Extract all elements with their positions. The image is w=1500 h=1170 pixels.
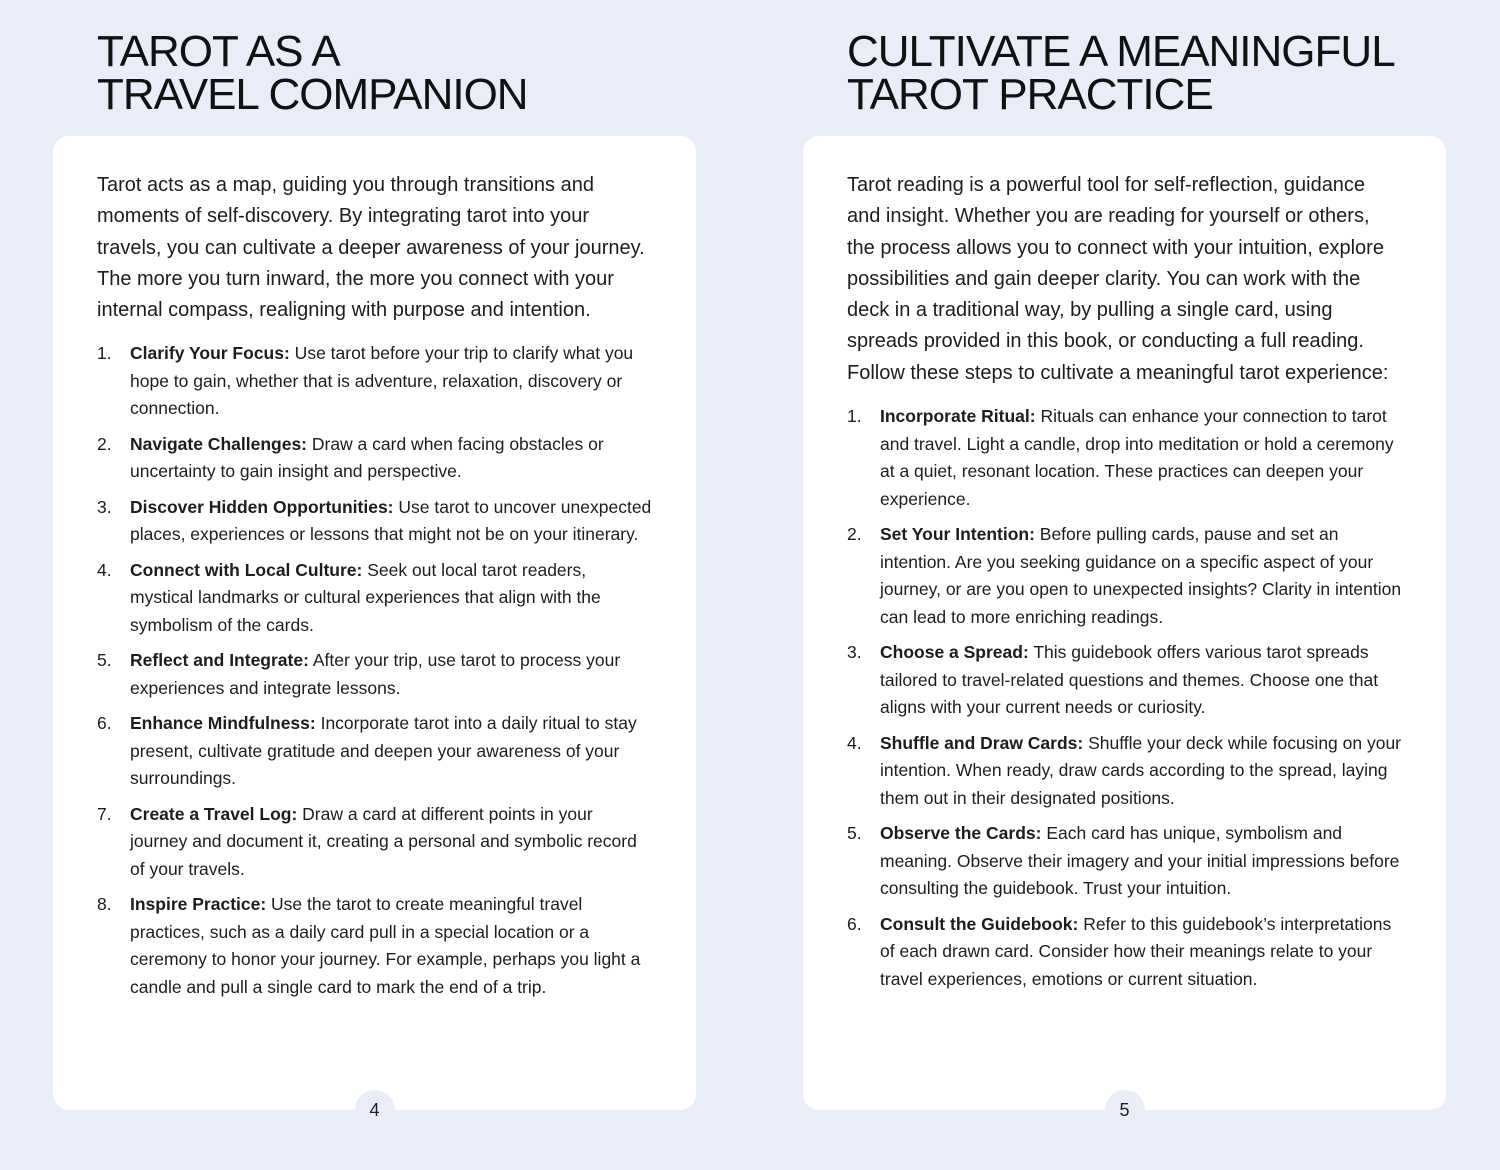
item-text: Before pulling cards, pause and set an i… [880,524,1402,627]
list-item: 3. Choose a Spread: This guidebook offers… [847,639,1402,722]
item-text: Use the tarot to create meaningful trave… [130,894,641,997]
list-item: 4. Shuffle and Draw Cards: Shuffle your d… [847,730,1402,813]
item-text: This guidebook offers various tarot spre… [880,642,1379,718]
item-number: 5. [847,823,862,844]
title-line: TAROT PRACTICE [847,70,1214,119]
item-term: Observe the Cards: [880,823,1042,844]
list-item: 1. Incorporate Ritual: Rituals can enhanc… [847,403,1402,513]
item-text: Use tarot to uncover unexpected places, … [130,496,652,545]
item-body: Set Your Intention: Before pulling cards… [880,521,1402,631]
intro-paragraph: Tarot reading is a powerful tool for sel… [847,174,1389,384]
item-number: 6. [97,713,112,734]
item-number: 8. [97,894,112,915]
item-body: Enhance Mindfulness: Incorporate tarot i… [130,710,652,793]
item-term: Consult the Guidebook: [880,913,1079,934]
left-page-card: Tarot acts as a map, guiding you through… [53,136,696,1130]
list-item: 3. Discover Hidden Opportunities: Use tar… [97,494,652,549]
list-item: 6. Consult the Guidebook: Refer to this g… [847,911,1402,994]
item-number: 1. [97,343,112,364]
item-number: 6. [847,913,862,934]
list-item: 6. Enhance Mindfulness: Incorporate tarot… [97,710,652,793]
item-text: Shuffle your deck while focusing on your… [880,732,1402,808]
item-term: Enhance Mindfulness: [130,713,316,734]
title-line: TAROT AS A [97,27,341,76]
steps-list: 1. Clarify Your Focus: Use tarot before y… [97,340,652,1001]
title-line: TRAVEL COMPANION [97,70,529,119]
list-item: 8. Inspire Practice: Use the tarot to cre… [97,891,652,1001]
item-body: Inspire Practice: Use the tarot to creat… [130,891,652,1001]
right-page-card: Tarot reading is a powerful tool for sel… [803,136,1446,1130]
item-body: Consult the Guidebook: Refer to this gui… [880,911,1402,994]
item-body: Shuffle and Draw Cards: Shuffle your dec… [880,730,1402,813]
item-number: 2. [847,524,862,545]
item-body: Clarify Your Focus: Use tarot before you… [130,340,652,423]
item-body: Discover Hidden Opportunities: Use tarot… [130,494,652,549]
steps-list: 1. Incorporate Ritual: Rituals can enhanc… [847,403,1402,993]
item-number: 4. [847,732,862,753]
list-item: 4. Connect with Local Culture: Seek out l… [97,557,652,640]
item-term: Inspire Practice: [130,894,267,915]
item-term: Clarify Your Focus: [130,343,290,364]
item-number: 7. [97,803,112,824]
list-item: 2. Navigate Challenges: Draw a card when … [97,431,652,486]
page-number: 5 [1104,1090,1145,1130]
item-body: Connect with Local Culture: Seek out loc… [130,557,652,640]
list-item: 7. Create a Travel Log: Draw a card at di… [97,801,652,884]
item-number: 3. [97,496,112,517]
item-term: Navigate Challenges: [130,433,307,454]
item-term: Discover Hidden Opportunities: [130,496,394,517]
item-text: After your trip, use tarot to process yo… [130,650,621,698]
item-number: 3. [847,642,862,663]
item-number: 5. [97,650,112,671]
item-term: Reflect and Integrate: [130,650,309,671]
item-text: Each card has unique, symbolism and mean… [880,823,1400,899]
item-term: Create a Travel Log: [130,803,298,824]
left-page-title: TAROT AS A TRAVEL COMPANION [97,27,529,119]
item-text: Draw a card when facing obstacles or unc… [130,433,604,482]
item-body: Create a Travel Log: Draw a card at diff… [130,801,652,884]
item-body: Incorporate Ritual: Rituals can enhance … [880,403,1402,513]
item-text: Incorporate tarot into a daily ritual to… [130,713,637,789]
list-item: 1. Clarify Your Focus: Use tarot before y… [97,340,652,423]
list-item: 5. Observe the Cards: Each card has uniqu… [847,820,1402,903]
item-term: Connect with Local Culture: [130,559,363,580]
title-line: CULTIVATE A MEANINGFUL [847,27,1396,76]
list-item: 5. Reflect and Integrate: After your trip… [97,647,652,702]
item-term: Shuffle and Draw Cards: [880,732,1084,753]
intro-paragraph: Tarot acts as a map, guiding you through… [97,174,645,322]
item-body: Reflect and Integrate: After your trip, … [130,647,652,702]
item-term: Choose a Spread: [880,642,1029,663]
item-text: Use tarot before your trip to clarify wh… [130,343,634,419]
item-number: 2. [97,433,112,454]
item-term: Set Your Intention: [880,524,1035,545]
item-text: Draw a card at different points in your … [130,803,637,879]
item-body: Navigate Challenges: Draw a card when fa… [130,431,652,486]
item-body: Observe the Cards: Each card has unique,… [880,820,1402,903]
item-number: 1. [847,406,862,427]
page-number: 4 [354,1090,395,1130]
list-item: 2. Set Your Intention: Before pulling car… [847,521,1402,631]
item-text: Rituals can enhance your connection to t… [880,406,1394,509]
right-page-title: CULTIVATE A MEANINGFUL TAROT PRACTICE [847,27,1396,119]
item-number: 4. [97,559,112,580]
item-text: Seek out local tarot readers, mystical l… [130,559,601,635]
item-term: Incorporate Ritual: [880,406,1036,427]
item-text: Refer to this guidebook’s interpretation… [880,913,1392,989]
item-body: Choose a Spread: This guidebook offers v… [880,639,1402,722]
